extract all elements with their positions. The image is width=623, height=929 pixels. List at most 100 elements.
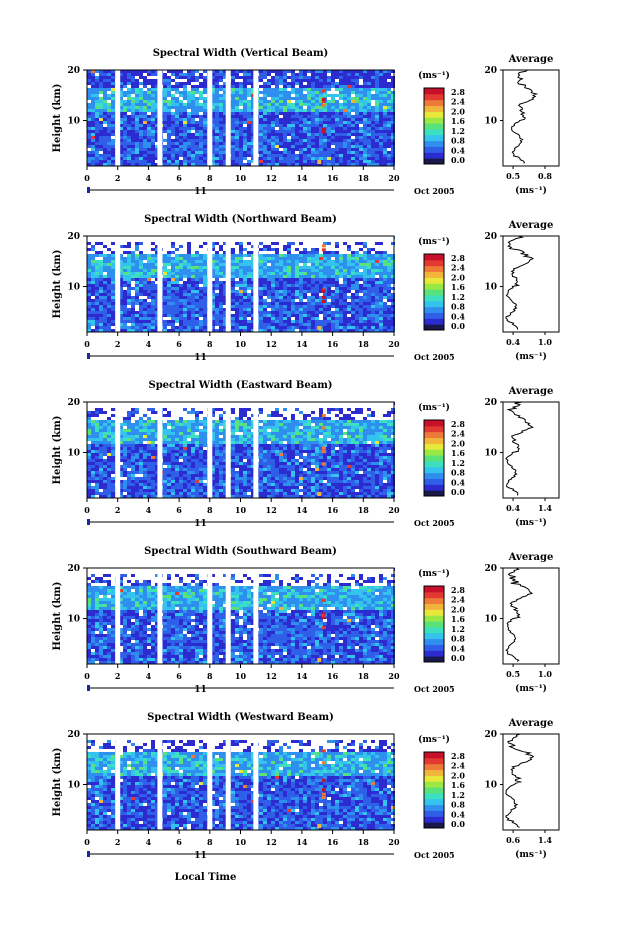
heatmap-cell: [387, 284, 391, 287]
heatmap-cell: [119, 109, 123, 112]
heatmap-gap: [119, 242, 123, 245]
heatmap-cell: [359, 70, 363, 73]
heatmap-cell: [307, 302, 311, 305]
heatmap-cell: [315, 269, 319, 272]
heatmap-cell: [95, 308, 99, 311]
heatmap-cell: [219, 281, 223, 284]
heatmap-gap: [167, 266, 171, 269]
heatmap-cell: [103, 163, 107, 166]
heatmap-cell: [151, 329, 155, 332]
heatmap-gap: [351, 248, 355, 251]
colorbar-swatch: [424, 93, 444, 101]
heatmap-cell: [299, 88, 303, 91]
heatmap-cell: [279, 278, 283, 281]
heatmap-cell: [111, 251, 115, 254]
heatmap-cell: [135, 296, 139, 299]
heatmap-gap: [243, 160, 247, 163]
heatmap-cell: [143, 299, 147, 302]
heatmap-cell: [267, 287, 271, 290]
heatmap-cell: [187, 305, 191, 308]
heatmap-cell: [175, 278, 179, 281]
heatmap-cell: [375, 106, 379, 109]
heatmap-cell: [391, 323, 395, 326]
heatmap-cell: [355, 154, 359, 157]
heatmap-cell: [215, 278, 219, 281]
heatmap-cell: [95, 326, 99, 329]
heatmap-gap: [183, 70, 187, 73]
heatmap-cell: [191, 320, 195, 323]
heatmap-cell: [331, 130, 335, 133]
heatmap-cell: [259, 112, 263, 115]
heatmap-cell: [367, 79, 371, 82]
heatmap-cell: [327, 145, 331, 148]
heatmap-cell: [363, 136, 367, 139]
heatmap-cell: [139, 275, 143, 278]
heatmap-cell: [343, 326, 347, 329]
heatmap-cell: [279, 136, 283, 139]
heatmap-cell: [343, 115, 347, 118]
heatmap-cell: [95, 263, 99, 266]
heatmap-cell: [235, 308, 239, 311]
heatmap-cell: [363, 272, 367, 275]
heatmap-cell: [127, 329, 131, 332]
heatmap-cell: [243, 85, 247, 88]
heatmap-cell: [307, 142, 311, 145]
heatmap-cell: [199, 130, 203, 133]
heatmap-cell: [155, 278, 159, 281]
heatmap-cell: [259, 151, 263, 154]
heatmap-cell: [383, 133, 387, 136]
heatmap-cell: [203, 133, 207, 136]
heatmap-cell: [95, 91, 99, 94]
heatmap-gap: [279, 248, 283, 251]
heatmap-cell: [239, 142, 243, 145]
heatmap-cell: [211, 94, 215, 97]
heatmap-cell: [271, 127, 275, 130]
heatmap-cell: [271, 157, 275, 160]
heatmap-cell: [131, 272, 135, 275]
heatmap-cell: [183, 263, 187, 266]
heatmap-cell: [231, 272, 235, 275]
heatmap-cell: [99, 82, 103, 85]
heatmap-cell: [387, 70, 391, 73]
heatmap-cell: [87, 242, 91, 245]
heatmap-cell: [343, 88, 347, 91]
heatmap-cell: [211, 91, 215, 94]
heatmap-cell: [171, 263, 175, 266]
heatmap-cell: [151, 121, 155, 124]
heatmap-cell: [275, 139, 279, 142]
heatmap-cell: [391, 100, 395, 103]
heatmap-cell: [123, 163, 127, 166]
heatmap-cell: [291, 163, 295, 166]
heatmap-cell: [343, 284, 347, 287]
heatmap-gap: [147, 299, 151, 302]
heatmap-cell: [383, 302, 387, 305]
heatmap-cell: [151, 142, 155, 145]
heatmap-cell: [111, 154, 115, 157]
heatmap-cell: [167, 109, 171, 112]
heatmap-cell: [279, 91, 283, 94]
heatmap-cell: [139, 121, 143, 124]
heatmap-cell: [387, 281, 391, 284]
heatmap-cell: [287, 278, 291, 281]
heatmap-cell: [303, 329, 307, 332]
heatmap-cell: [371, 305, 375, 308]
heatmap-cell: [167, 124, 171, 127]
heatmap-cell: [171, 121, 175, 124]
heatmap-cell: [95, 251, 99, 254]
heatmap-cell: [327, 100, 331, 103]
heatmap-cell: [243, 299, 247, 302]
heatmap-gap: [351, 136, 355, 139]
heatmap-cell: [351, 302, 355, 305]
heatmap-cell: [195, 139, 199, 142]
heatmap-cell: [215, 109, 219, 112]
heatmap-cell: [311, 160, 315, 163]
heatmap-cell: [359, 157, 363, 160]
heatmap-cell: [87, 94, 91, 97]
heatmap-gap: [111, 245, 115, 248]
heatmap-cell: [131, 145, 135, 148]
heatmap-cell: [283, 139, 287, 142]
heatmap-cell: [339, 112, 343, 115]
heatmap-cell: [367, 109, 371, 112]
heatmap-cell: [355, 85, 359, 88]
heatmap-cell: [387, 299, 391, 302]
